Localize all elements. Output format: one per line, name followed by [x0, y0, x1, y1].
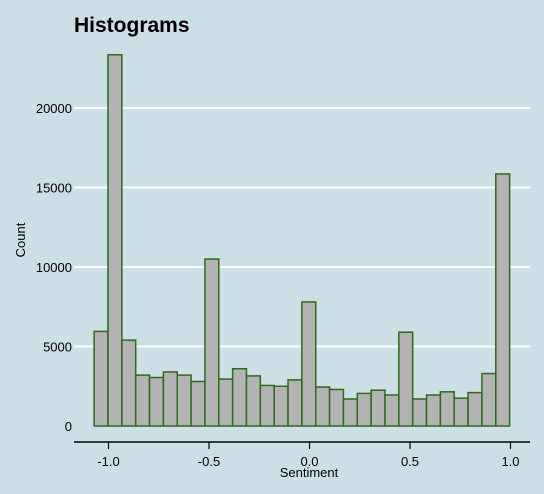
- y-tick-label: 15000: [36, 181, 72, 196]
- x-tick-label: -1.0: [97, 454, 119, 469]
- y-tick-label: 5000: [43, 340, 72, 355]
- histogram-bar: [384, 394, 400, 427]
- histogram-bar: [287, 379, 303, 427]
- histogram-bar: [342, 398, 359, 427]
- x-axis-title: Sentiment: [280, 465, 339, 480]
- histogram-bar: [328, 388, 345, 427]
- histogram-bar: [314, 386, 331, 427]
- x-tick-label: 1.0: [501, 454, 519, 469]
- y-tick-label: 20000: [36, 101, 72, 116]
- x-axis-ticks: -1.0 -0.5 0.0 0.5 1.0: [97, 442, 520, 469]
- histogram-bar: [134, 374, 151, 427]
- histogram-bar: [301, 301, 317, 427]
- histogram-bar: [93, 330, 109, 427]
- histogram-bar: [107, 53, 123, 427]
- histogram-bar: [439, 391, 455, 427]
- histogram-bar: [259, 384, 275, 427]
- histogram-bar: [231, 368, 248, 427]
- histogram-bar: [148, 376, 165, 427]
- x-tick-label: 0.0: [300, 454, 318, 469]
- histogram-bar: [481, 372, 497, 427]
- chart-title: Histograms: [74, 14, 190, 37]
- histogram-bar: [273, 385, 289, 427]
- y-tick-label: 0: [65, 419, 72, 434]
- y-axis-title: Count: [13, 222, 28, 257]
- x-tick-label: -0.5: [198, 454, 220, 469]
- histogram-bar: [467, 391, 483, 427]
- histogram-bar: [425, 394, 442, 427]
- histogram-bar: [495, 173, 511, 427]
- y-axis-ticks: 0 5000 10000 15000 20000: [36, 101, 72, 434]
- histogram-bar: [162, 371, 178, 427]
- x-tick-label: 0.5: [401, 454, 419, 469]
- histogram-bar: [411, 398, 428, 427]
- histogram-bar: [218, 378, 234, 427]
- histogram-bars: [93, 53, 511, 427]
- y-tick-label: 10000: [36, 260, 72, 275]
- histogram-bar: [398, 331, 414, 427]
- histogram-bar: [453, 397, 469, 427]
- histogram-bar: [204, 258, 220, 427]
- histogram-bar: [245, 375, 262, 427]
- histogram-bar: [190, 380, 206, 427]
- histogram-bar: [176, 374, 192, 427]
- histogram-bar: [370, 389, 386, 427]
- histogram-bar: [356, 392, 372, 427]
- histogram-bar: [121, 339, 137, 427]
